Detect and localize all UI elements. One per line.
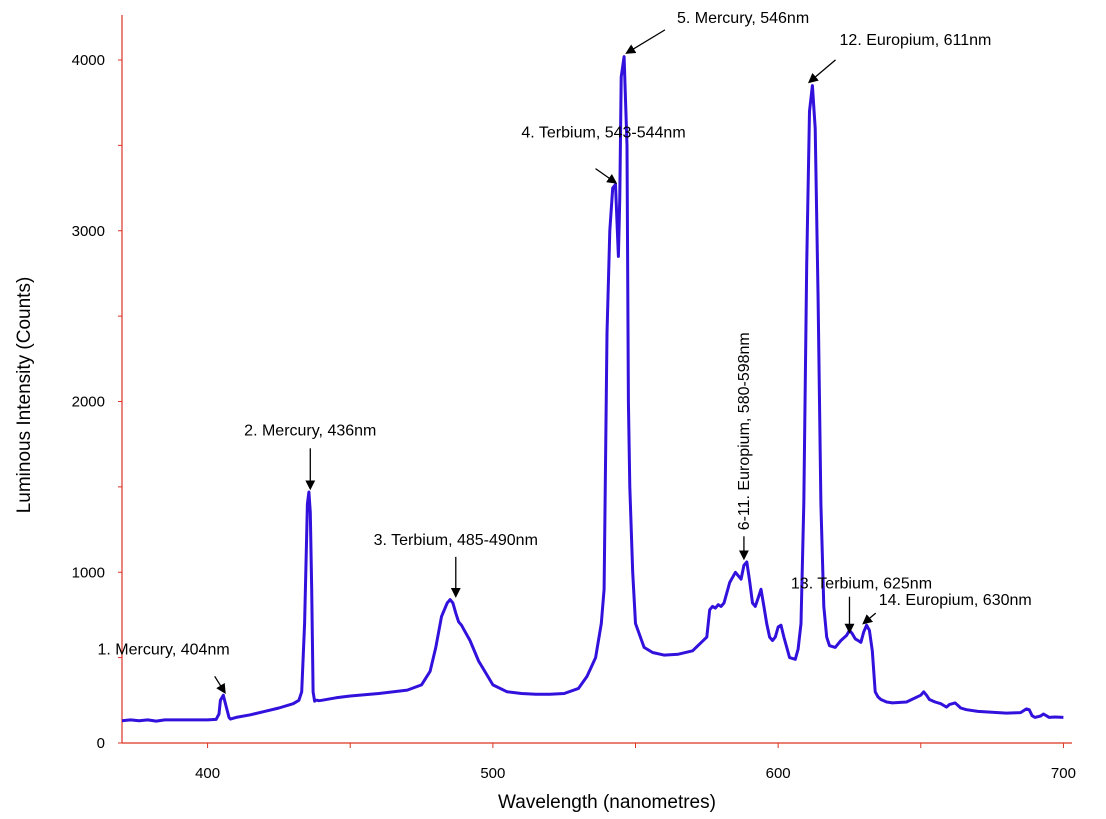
series-line: [121, 55, 1064, 723]
x-tick-label: 700: [1051, 765, 1076, 782]
x-tick-label: 400: [195, 765, 220, 782]
annotation: 4. Terbium, 543-544nm: [521, 125, 686, 184]
annotation-label: 2. Mercury, 436nm: [244, 422, 376, 439]
annotation-arrow: [862, 612, 877, 625]
annotation: 2. Mercury, 436nm: [244, 422, 376, 491]
axes: [118, 15, 1072, 748]
annotation-arrow: [625, 29, 666, 54]
annotation-arrow: [214, 675, 226, 695]
annotation-label: 1. Mercury, 404nm: [97, 641, 229, 658]
annotation-label: 5. Mercury, 546nm: [677, 10, 809, 27]
y-tick-label: 3000: [72, 223, 105, 240]
series: [121, 55, 1064, 723]
annotation: 3. Terbium, 485-490nm: [374, 532, 538, 598]
annotation-arrow: [595, 168, 618, 184]
annotation: 6-11. Europium, 580-598nm: [736, 332, 753, 561]
annotation: 12. Europium, 611nm: [808, 32, 992, 84]
annotation-label: 13. Terbium, 625nm: [791, 576, 932, 593]
y-tick-label: 1000: [72, 564, 105, 581]
annotation-label: 3. Terbium, 485-490nm: [374, 532, 538, 549]
annotations: 1. Mercury, 404nm 2. Mercury, 436nm 3. Ter…: [97, 10, 1032, 695]
tick-labels: 400 500 600 700 0 1000 2000 3000 4000: [72, 52, 1076, 782]
x-tick-label: 600: [766, 765, 791, 782]
annotation-label: 12. Europium, 611nm: [840, 32, 992, 49]
y-axis-title: Luminous Intensity (Counts): [14, 277, 35, 514]
y-tick-label: 4000: [72, 52, 105, 69]
x-tick-label: 500: [480, 765, 505, 782]
annotation-arrow: [808, 59, 836, 84]
annotation: 13. Terbium, 625nm: [791, 576, 932, 634]
y-tick-label: 0: [97, 735, 105, 752]
annotation: 5. Mercury, 546nm: [625, 10, 809, 54]
annotation: 1. Mercury, 404nm: [97, 641, 230, 695]
x-axis-title: Wavelength (nanometres): [498, 792, 716, 813]
annotation-label: 4. Terbium, 543-544nm: [521, 125, 685, 142]
annotation-label: 6-11. Europium, 580-598nm: [736, 332, 753, 530]
y-tick-label: 2000: [72, 394, 105, 411]
annotation: 14. Europium, 630nm: [862, 592, 1032, 625]
annotation-label: 14. Europium, 630nm: [879, 592, 1032, 609]
